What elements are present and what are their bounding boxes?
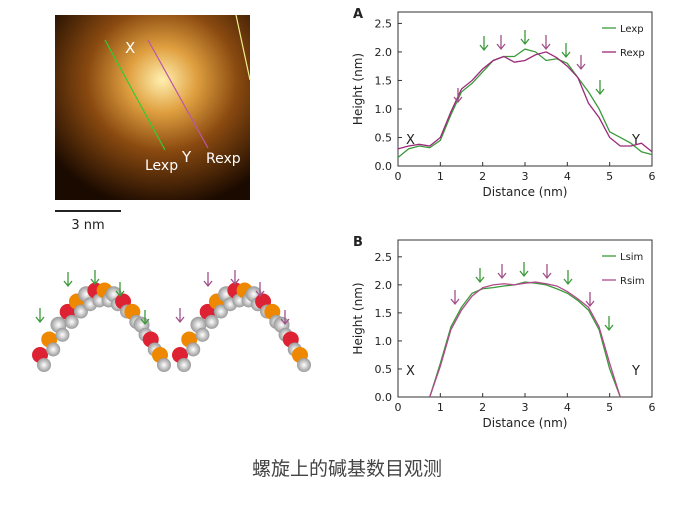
molecule-models — [32, 270, 311, 372]
x-axis-label: Distance (nm) — [483, 185, 568, 199]
y-tick-label: 0.0 — [375, 391, 393, 404]
y-tick-label: 2.0 — [375, 279, 393, 292]
atom — [157, 358, 171, 372]
arrow — [497, 264, 507, 280]
arrow — [475, 268, 485, 284]
arrow — [115, 282, 125, 298]
atom — [37, 358, 51, 372]
annotation: X — [406, 364, 415, 379]
arrow — [203, 272, 213, 288]
atom — [46, 342, 61, 357]
atom — [186, 342, 201, 357]
x-axis-label: Distance (nm) — [483, 416, 568, 430]
x-tick-label: 1 — [437, 170, 444, 183]
arrow — [604, 316, 614, 332]
x-tick-label: 0 — [395, 170, 402, 183]
x-tick-label: 6 — [649, 170, 656, 183]
caption: 螺旋上的碱基数目观测 — [252, 458, 442, 480]
y-tick-label: 2.5 — [375, 17, 393, 30]
plot-area — [397, 239, 653, 398]
y-tick-label: 0.5 — [375, 131, 393, 144]
atom — [64, 314, 79, 329]
y-tick-label: 1.5 — [375, 74, 393, 87]
annotation: X — [406, 133, 415, 148]
x-tick-label: 6 — [649, 401, 656, 414]
arrow — [496, 35, 506, 51]
arrow — [90, 270, 100, 286]
y-tick-label: 0.5 — [375, 363, 393, 376]
y-tick-label: 1.0 — [375, 103, 393, 116]
arrow — [585, 292, 595, 308]
x-tick-label: 3 — [522, 401, 529, 414]
legend-label: Rexp — [620, 48, 645, 59]
annotation: Y — [631, 364, 640, 379]
scale-label: 3 nm — [71, 218, 104, 233]
y-tick-label: 2.0 — [375, 46, 393, 59]
arrow — [576, 55, 586, 71]
legend-label: Lexp — [620, 24, 644, 35]
line-series — [397, 51, 653, 153]
legend-label: Rsim — [620, 276, 645, 287]
arrow — [140, 310, 150, 326]
chart: B 0.0 0.5 1.0 1.5 2.0 2.5 0 1 2 3 4 5 6 Distance (nm) H… — [351, 235, 656, 430]
x-tick-label: 1 — [437, 401, 444, 414]
arrow — [595, 80, 605, 96]
y-tick-label: 1.0 — [375, 335, 393, 348]
afm-image: X Lexp Y Rexp — [55, 14, 251, 200]
x-tick-label: 2 — [479, 170, 486, 183]
atom — [55, 327, 70, 342]
y-axis-label: Height (nm) — [351, 282, 365, 354]
atom — [195, 327, 210, 342]
atom — [177, 358, 191, 372]
y-tick-label: 2.5 — [375, 251, 393, 264]
arrow — [453, 88, 463, 104]
arrow — [541, 35, 551, 51]
image-label: Y — [181, 148, 192, 166]
x-tick-label: 5 — [606, 401, 613, 414]
image-label: Lexp — [145, 158, 178, 174]
x-tick-label: 0 — [395, 401, 402, 414]
image-label: Rexp — [206, 151, 241, 167]
arrow — [563, 270, 573, 286]
y-axis-label: Height (nm) — [351, 53, 365, 125]
arrow — [520, 30, 530, 46]
x-tick-label: 2 — [479, 401, 486, 414]
image-label: X — [125, 39, 135, 57]
legend-label: Lsim — [620, 252, 643, 263]
x-tick-label: 4 — [564, 401, 571, 414]
arrow — [230, 270, 240, 286]
arrow — [175, 308, 185, 324]
panel-label: B — [353, 235, 363, 250]
x-tick-label: 3 — [522, 170, 529, 183]
atom — [204, 314, 219, 329]
arrow — [450, 290, 460, 306]
arrow — [561, 43, 571, 59]
line-series — [397, 48, 653, 158]
atom — [297, 358, 311, 372]
chart: A 0.0 0.5 1.0 1.5 2.0 2.5 0 1 2 3 4 5 6 Distance (nm) H… — [351, 7, 656, 199]
x-tick-label: 4 — [564, 170, 571, 183]
line-series — [429, 281, 621, 398]
arrow — [479, 36, 489, 52]
arrow — [35, 308, 45, 324]
arrow — [519, 262, 529, 278]
arrow — [63, 272, 73, 288]
annotation: Y — [631, 133, 640, 148]
line-series — [429, 281, 621, 398]
x-tick-label: 5 — [606, 170, 613, 183]
arrow — [280, 310, 290, 326]
arrow — [542, 264, 552, 280]
arrow — [255, 282, 265, 298]
panel-label: A — [353, 7, 363, 22]
y-tick-label: 1.5 — [375, 307, 393, 320]
y-tick-label: 0.0 — [375, 160, 393, 173]
